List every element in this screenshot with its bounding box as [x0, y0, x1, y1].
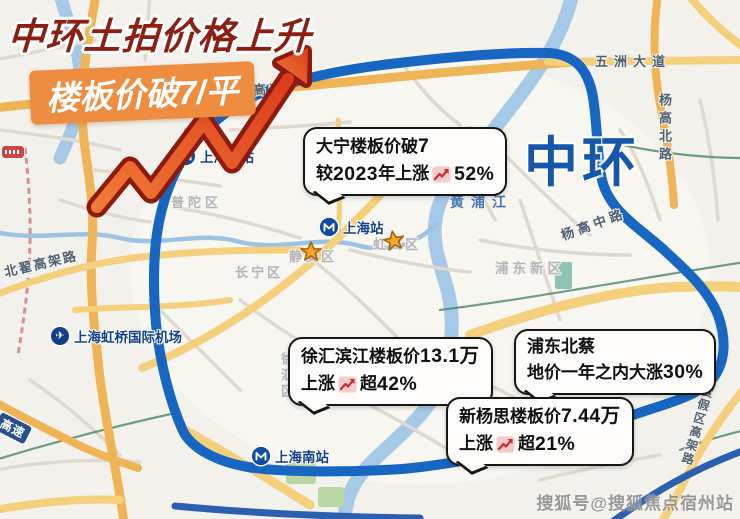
callout-text: 徐汇滨江楼板价 [301, 346, 420, 366]
map-label-putuo-district: 普陀区 [171, 195, 223, 210]
callout-lines: 大宁楼板价破 7 较 2023 年上涨 52% [316, 133, 494, 188]
middle-ring-label: 中环 [524, 133, 640, 193]
callout-lines: 浦东北蔡地价一年之内大涨 30% [527, 335, 703, 387]
callout-value: 42% [377, 372, 418, 395]
callout-xuhui-binjiang: 徐汇滨江楼板价 13.1万 上涨 超 42% [288, 337, 493, 415]
chart-up-icon [338, 376, 357, 393]
railway-line [16, 147, 32, 356]
metro-station-icon [320, 218, 338, 236]
yanggao-north-road-line [650, 0, 678, 209]
callout-value: 2023 [333, 162, 379, 185]
callout-line: 上涨 超 21% [459, 431, 621, 459]
callout-line: 大宁楼板价破 7 [316, 133, 494, 161]
callout-line: 地价一年之内大涨 30% [527, 359, 703, 387]
map-label-huangpu-river-label: 黄浦江 [450, 194, 513, 210]
metro-logo-icon [320, 218, 338, 236]
station-hongqiao-airport: ✈ 上海虹桥国际机场 [51, 326, 182, 346]
station-shanghai-south-station: 上海南站 [252, 446, 329, 466]
callout-pudong-beicai: 浦东北蔡地价一年之内大涨 30% [514, 329, 717, 404]
map-label-yanggao-north-road: 杨高北路 [657, 93, 672, 165]
callout-text: 浦东北蔡 [527, 337, 595, 356]
callout-line: 新杨思楼板价 7.44万 [459, 403, 621, 431]
callout-line: 浦东北蔡 [527, 335, 703, 359]
price-trend-arrow-icon [86, 45, 312, 218]
chart-up-icon [496, 436, 515, 453]
callout-text: 超 [360, 374, 377, 394]
callout-tail [297, 395, 331, 415]
suzhou-creek [0, 221, 440, 251]
callout-text: 上涨 [301, 374, 335, 394]
callout-text: 年上涨 [378, 164, 430, 184]
callout-xin-yangsi: 新杨思楼板价 7.44万 上涨 超 21% [446, 397, 634, 475]
middle-ring-road [149, 47, 729, 477]
callout-value: 7.44万 [561, 405, 621, 427]
metro-station-icon [252, 447, 270, 465]
callout-text: 上涨 [459, 434, 493, 454]
callout-value: 21% [535, 432, 576, 455]
callout-tail [312, 185, 346, 205]
route-shield-badge [2, 146, 24, 158]
star-marker [300, 241, 322, 261]
callout-line: 上涨 超 42% [301, 371, 480, 399]
callout-line: 较 2023 年上涨 52% [316, 161, 494, 189]
callout-tail [455, 455, 489, 475]
callout-text: 地价一年之内大涨 [527, 362, 663, 382]
callout-text: 较 [316, 164, 333, 184]
callout-value: 13.1万 [420, 345, 480, 367]
metro-logo-icon [252, 447, 270, 465]
callout-value: 7 [418, 135, 430, 157]
chart-up-icon [432, 166, 451, 183]
callout-daning: 大宁楼板价破 7 较 2023 年上涨 52% [303, 127, 508, 205]
callout-value: 52% [454, 162, 495, 185]
callout-value: 30% [663, 361, 704, 384]
airplane-icon: ✈ [55, 329, 65, 342]
star-marker [382, 230, 405, 251]
outer-expressways [171, 448, 740, 519]
station-label: 上海南站 [275, 450, 329, 465]
airport-icon: ✈ [51, 327, 69, 345]
callout-text: 大宁楼板价破 [316, 136, 418, 156]
station-label: 上海虹桥国际机场 [74, 330, 182, 345]
map-label-pudong-new-district: 浦东新区 [495, 261, 565, 276]
station-label: 上海站 [343, 221, 384, 236]
callout-lines: 新杨思楼板价 7.44万 上涨 超 21% [459, 403, 621, 458]
watermark: 搜狐号@搜狐焦点宿州站 [536, 494, 734, 513]
callout-line: 徐汇滨江楼板价 13.1万 [301, 343, 480, 371]
callout-lines: 徐汇滨江楼板价 13.1万 上涨 超 42% [301, 343, 480, 398]
callout-text: 超 [518, 434, 535, 454]
map-label-changning-district: 长宁区 [235, 265, 284, 280]
map-label-wuzhou-avenue: 五洲大道 [595, 54, 672, 69]
huangpu-river [337, 0, 578, 519]
callout-text: 新杨思楼板价 [459, 406, 561, 426]
station-shanghai-station: 上海站 [320, 217, 384, 237]
